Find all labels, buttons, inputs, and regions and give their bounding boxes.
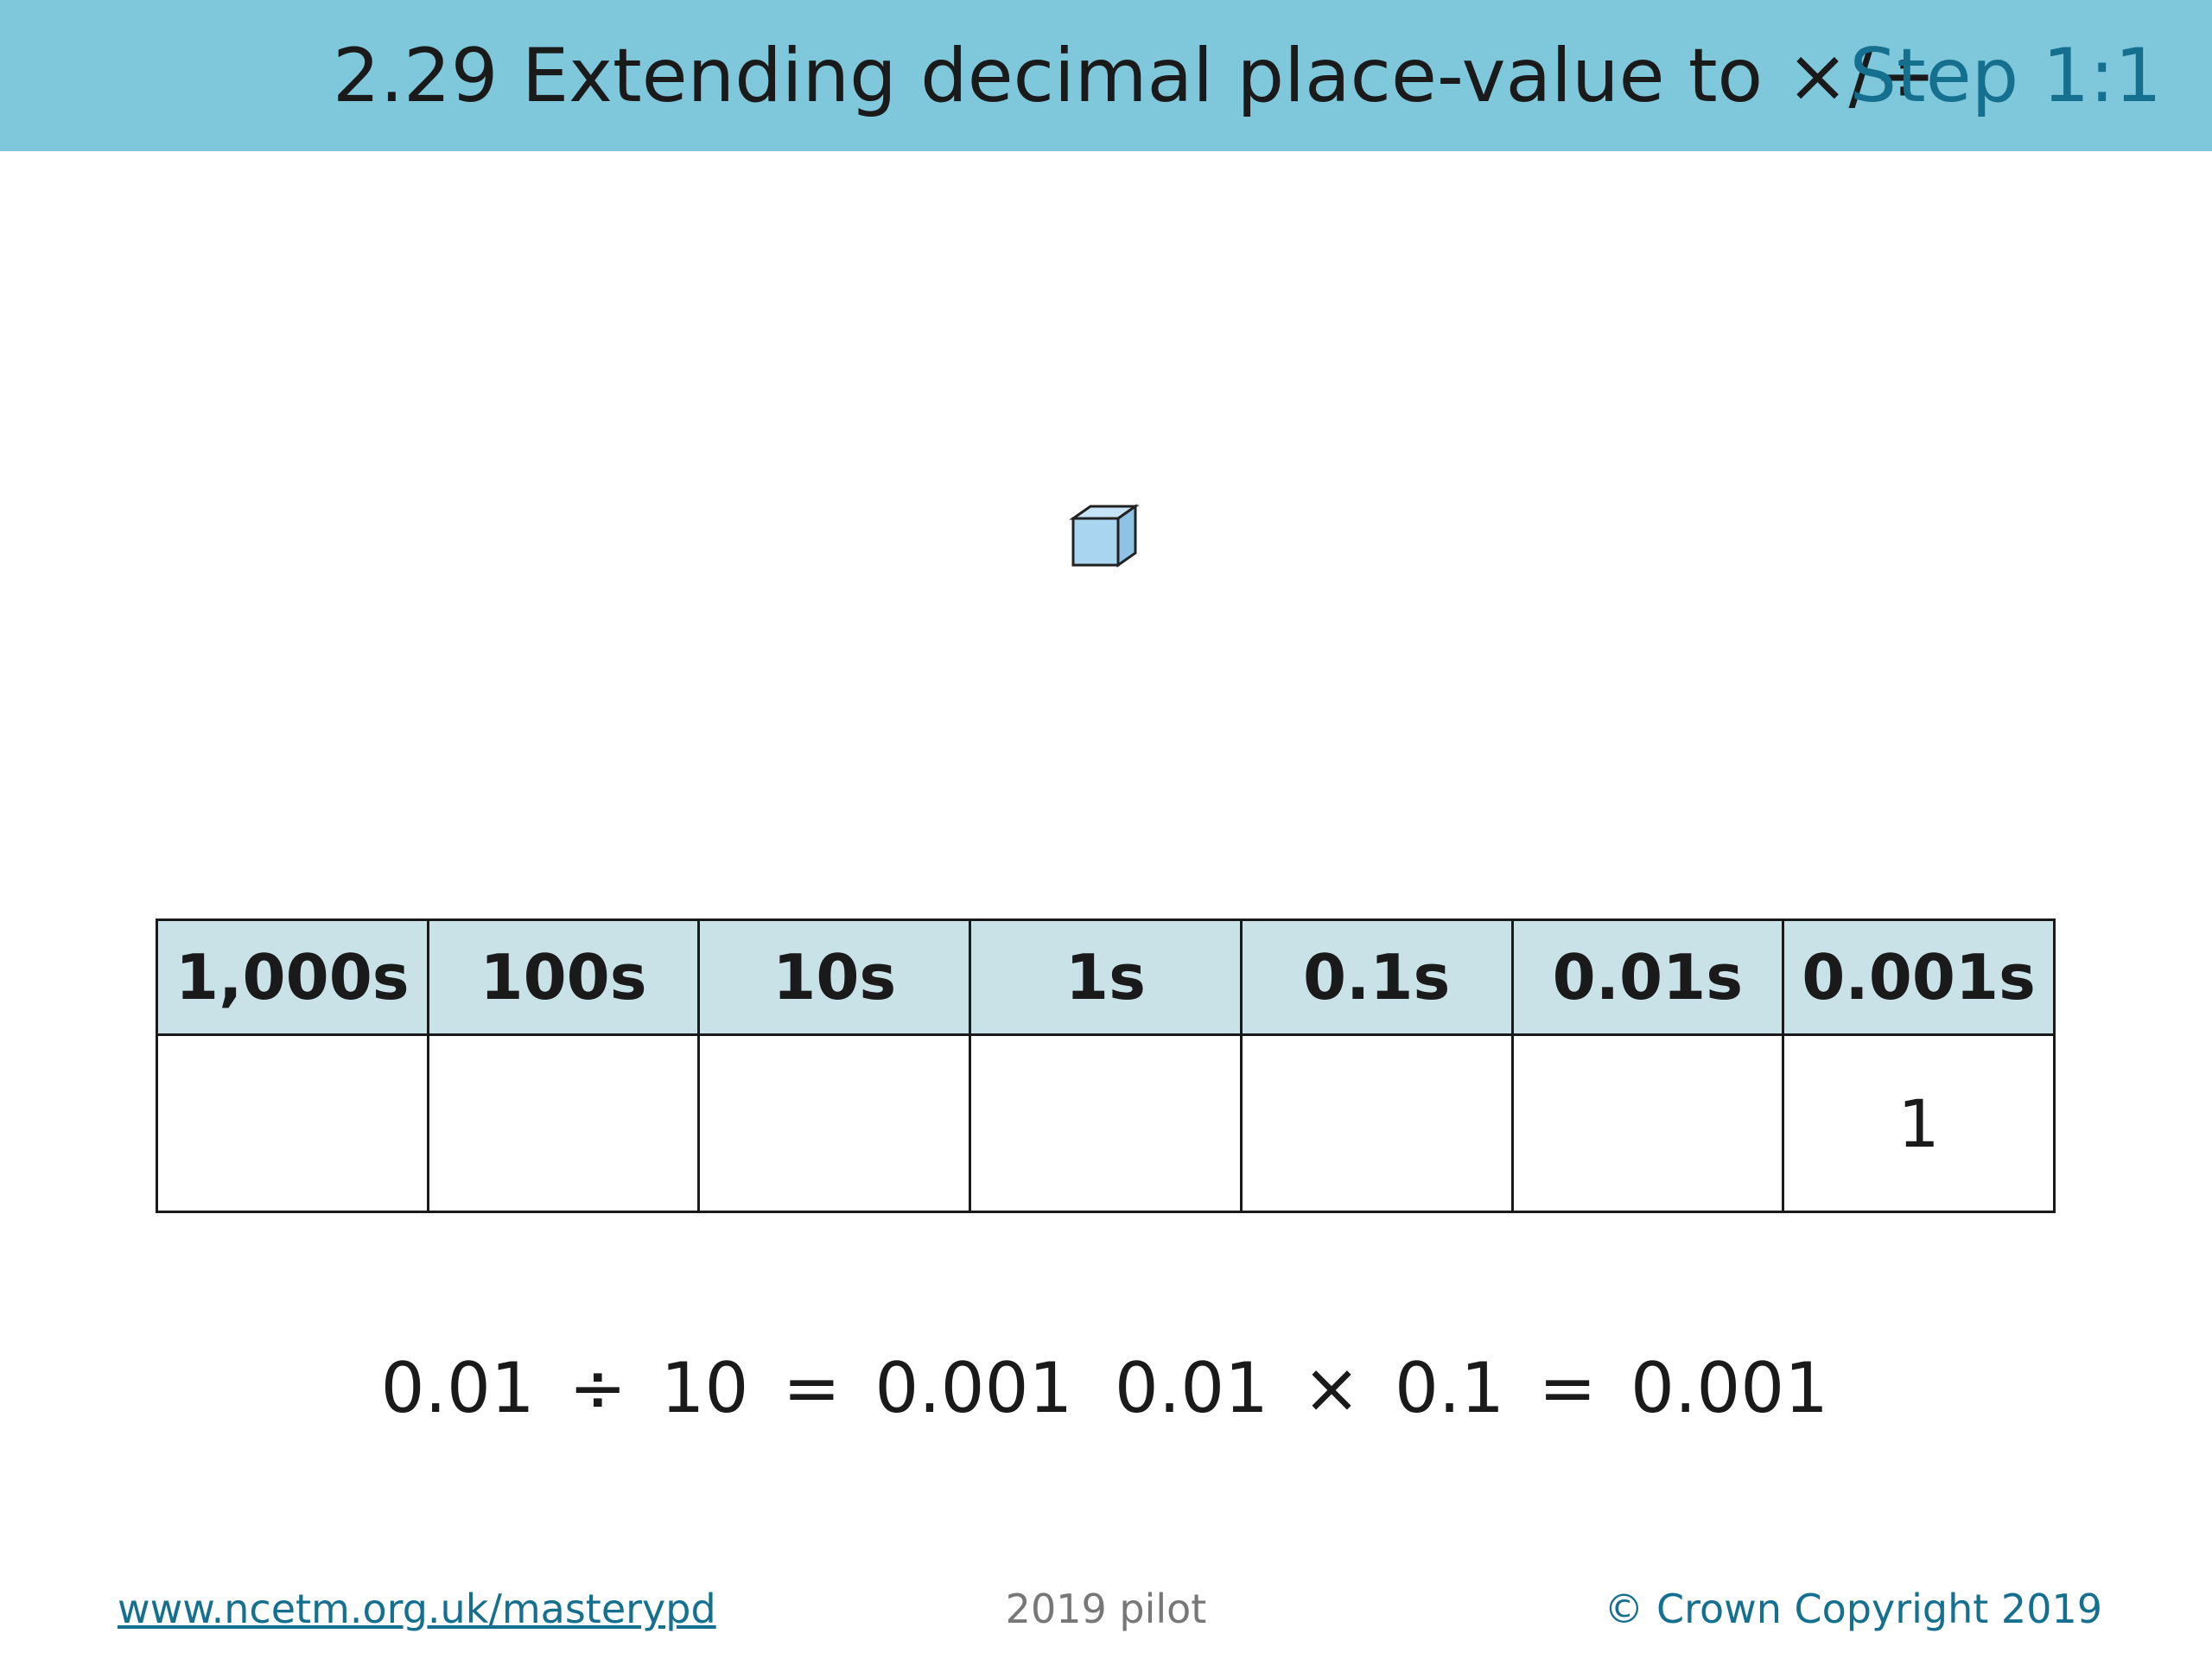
title: 2.29 Extending decimal place-value to ×/… (333, 33, 1936, 119)
table-cell (969, 1033, 1243, 1213)
footer-copyright: © Crown Copyright 2019 (1604, 1586, 2102, 1632)
footer-link[interactable]: www.ncetm.org.uk/masterypd (118, 1586, 716, 1632)
column-header: 1,000s (156, 918, 429, 1036)
column-header: 100s (426, 918, 701, 1036)
table-cell (1510, 1033, 1785, 1213)
place-value-table: 1,000s 100s 10s 1s 0.1s 0.01s 0.001s 1 (156, 918, 2056, 1213)
table-cell (156, 1033, 429, 1213)
table-cell (697, 1033, 972, 1213)
table-cell (1239, 1033, 1514, 1213)
column-header: 0.1s (1239, 918, 1514, 1036)
table-cell (426, 1033, 701, 1213)
header-bar: 2.29 Extending decimal place-value to ×/… (0, 0, 2212, 151)
step-label: Step 1:1 (1849, 33, 2162, 119)
column-header: 10s (697, 918, 972, 1036)
table-cell: 1 (1782, 1033, 2056, 1213)
table-body: 1 (156, 1033, 2056, 1213)
header-row: 1,000s 100s 10s 1s 0.1s 0.01s 0.001s (156, 918, 2056, 1036)
column-header: 0.001s (1782, 918, 2056, 1036)
column-header: 0.01s (1510, 918, 1785, 1036)
equation: 0.01 ÷ 10 = 0.001 (380, 1348, 1073, 1428)
column-header: 1s (969, 918, 1243, 1036)
equation: 0.01 × 0.1 = 0.001 (1114, 1348, 1829, 1428)
table-row: 1 (156, 1033, 2056, 1213)
cube-icon (1069, 504, 1140, 568)
footer-center: 2019 pilot (1005, 1586, 1207, 1632)
